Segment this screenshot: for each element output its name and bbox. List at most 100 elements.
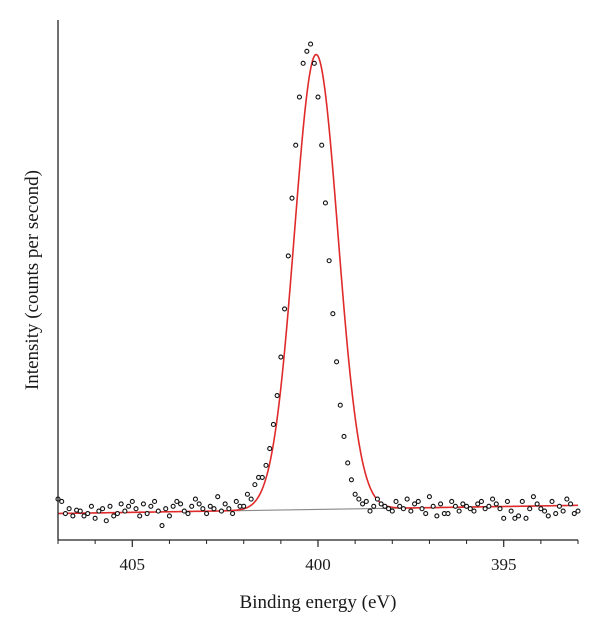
data-point <box>218 508 224 514</box>
data-point <box>100 506 106 512</box>
data-point <box>341 433 347 440</box>
data-point <box>438 501 444 507</box>
data-point <box>330 311 336 317</box>
data-point <box>456 508 462 514</box>
data-point <box>389 508 395 514</box>
data-point <box>445 510 451 517</box>
data-point <box>501 515 507 521</box>
data-point <box>267 445 273 452</box>
data-point <box>426 494 432 500</box>
data-point <box>348 477 354 483</box>
data-point <box>133 506 139 512</box>
data-point <box>334 359 340 365</box>
data-point <box>211 506 217 512</box>
data-point <box>222 501 228 507</box>
data-point <box>415 498 421 505</box>
data-point <box>114 510 120 517</box>
data-point <box>575 508 581 514</box>
data-point <box>166 513 172 519</box>
data-point <box>471 508 477 514</box>
data-point <box>189 503 195 509</box>
y-axis-title: Intensity (counts per second) <box>22 170 43 390</box>
data-point <box>155 508 161 514</box>
data-point <box>296 94 302 100</box>
data-point <box>126 503 132 509</box>
data-point <box>118 501 124 507</box>
data-point <box>148 503 154 509</box>
data-point <box>144 510 150 517</box>
data-point <box>560 508 566 514</box>
data-point <box>137 513 143 519</box>
data-point <box>523 515 529 521</box>
data-point <box>374 496 380 502</box>
data-point <box>367 508 373 514</box>
data-point <box>111 513 117 519</box>
x-tick-label: 400 <box>305 555 331 574</box>
data-point <box>233 498 239 505</box>
data-point <box>571 510 577 517</box>
data-point <box>174 498 180 505</box>
data-point <box>181 508 187 514</box>
data-point <box>538 506 544 512</box>
data-point <box>170 503 176 509</box>
data-point <box>423 510 429 517</box>
data-point <box>412 501 418 507</box>
data-point <box>248 496 254 502</box>
x-tick-label: 395 <box>491 555 517 574</box>
data-point <box>530 494 536 500</box>
data-point <box>542 508 548 514</box>
data-point <box>270 421 276 427</box>
data-point <box>200 506 206 512</box>
data-point <box>452 503 458 509</box>
data-point <box>497 506 503 512</box>
data-point <box>96 508 102 514</box>
data-point <box>129 498 135 505</box>
data-point <box>534 501 540 507</box>
data-point <box>527 506 533 512</box>
data-point <box>516 513 522 519</box>
data-point <box>226 506 232 512</box>
data-point <box>449 498 455 505</box>
data-point <box>564 496 570 502</box>
data-point <box>300 60 306 66</box>
data-point <box>70 513 76 519</box>
data-point <box>486 503 492 509</box>
data-point <box>553 510 559 517</box>
data-point <box>204 510 210 517</box>
data-point <box>263 462 269 468</box>
data-point <box>319 142 325 148</box>
data-point <box>508 508 514 514</box>
data-point <box>92 515 98 521</box>
data-point <box>400 506 406 512</box>
data-point <box>163 506 169 512</box>
data-point <box>285 253 291 259</box>
data-point <box>545 513 551 519</box>
data-point <box>81 513 87 519</box>
data-point <box>382 503 388 509</box>
data-point <box>207 503 213 509</box>
data-point <box>512 515 518 521</box>
data-point <box>88 503 94 509</box>
data-point <box>311 60 317 66</box>
data-point <box>568 501 574 507</box>
plot-area <box>55 41 581 529</box>
data-point <box>352 491 358 497</box>
data-point <box>77 508 83 514</box>
data-point <box>185 510 191 517</box>
x-axis-title: Binding energy (eV) <box>240 592 397 613</box>
data-point <box>519 498 525 505</box>
data-point <box>408 508 414 514</box>
data-point <box>159 523 165 529</box>
x-tick-label: 405 <box>120 555 146 574</box>
data-point <box>107 503 113 509</box>
data-point <box>397 503 403 509</box>
data-point <box>556 503 562 509</box>
data-point <box>196 501 202 507</box>
data-point <box>59 498 65 505</box>
data-point <box>460 501 466 507</box>
data-point <box>464 503 470 509</box>
data-point <box>482 506 488 512</box>
data-point <box>360 501 366 507</box>
data-point <box>430 503 436 509</box>
